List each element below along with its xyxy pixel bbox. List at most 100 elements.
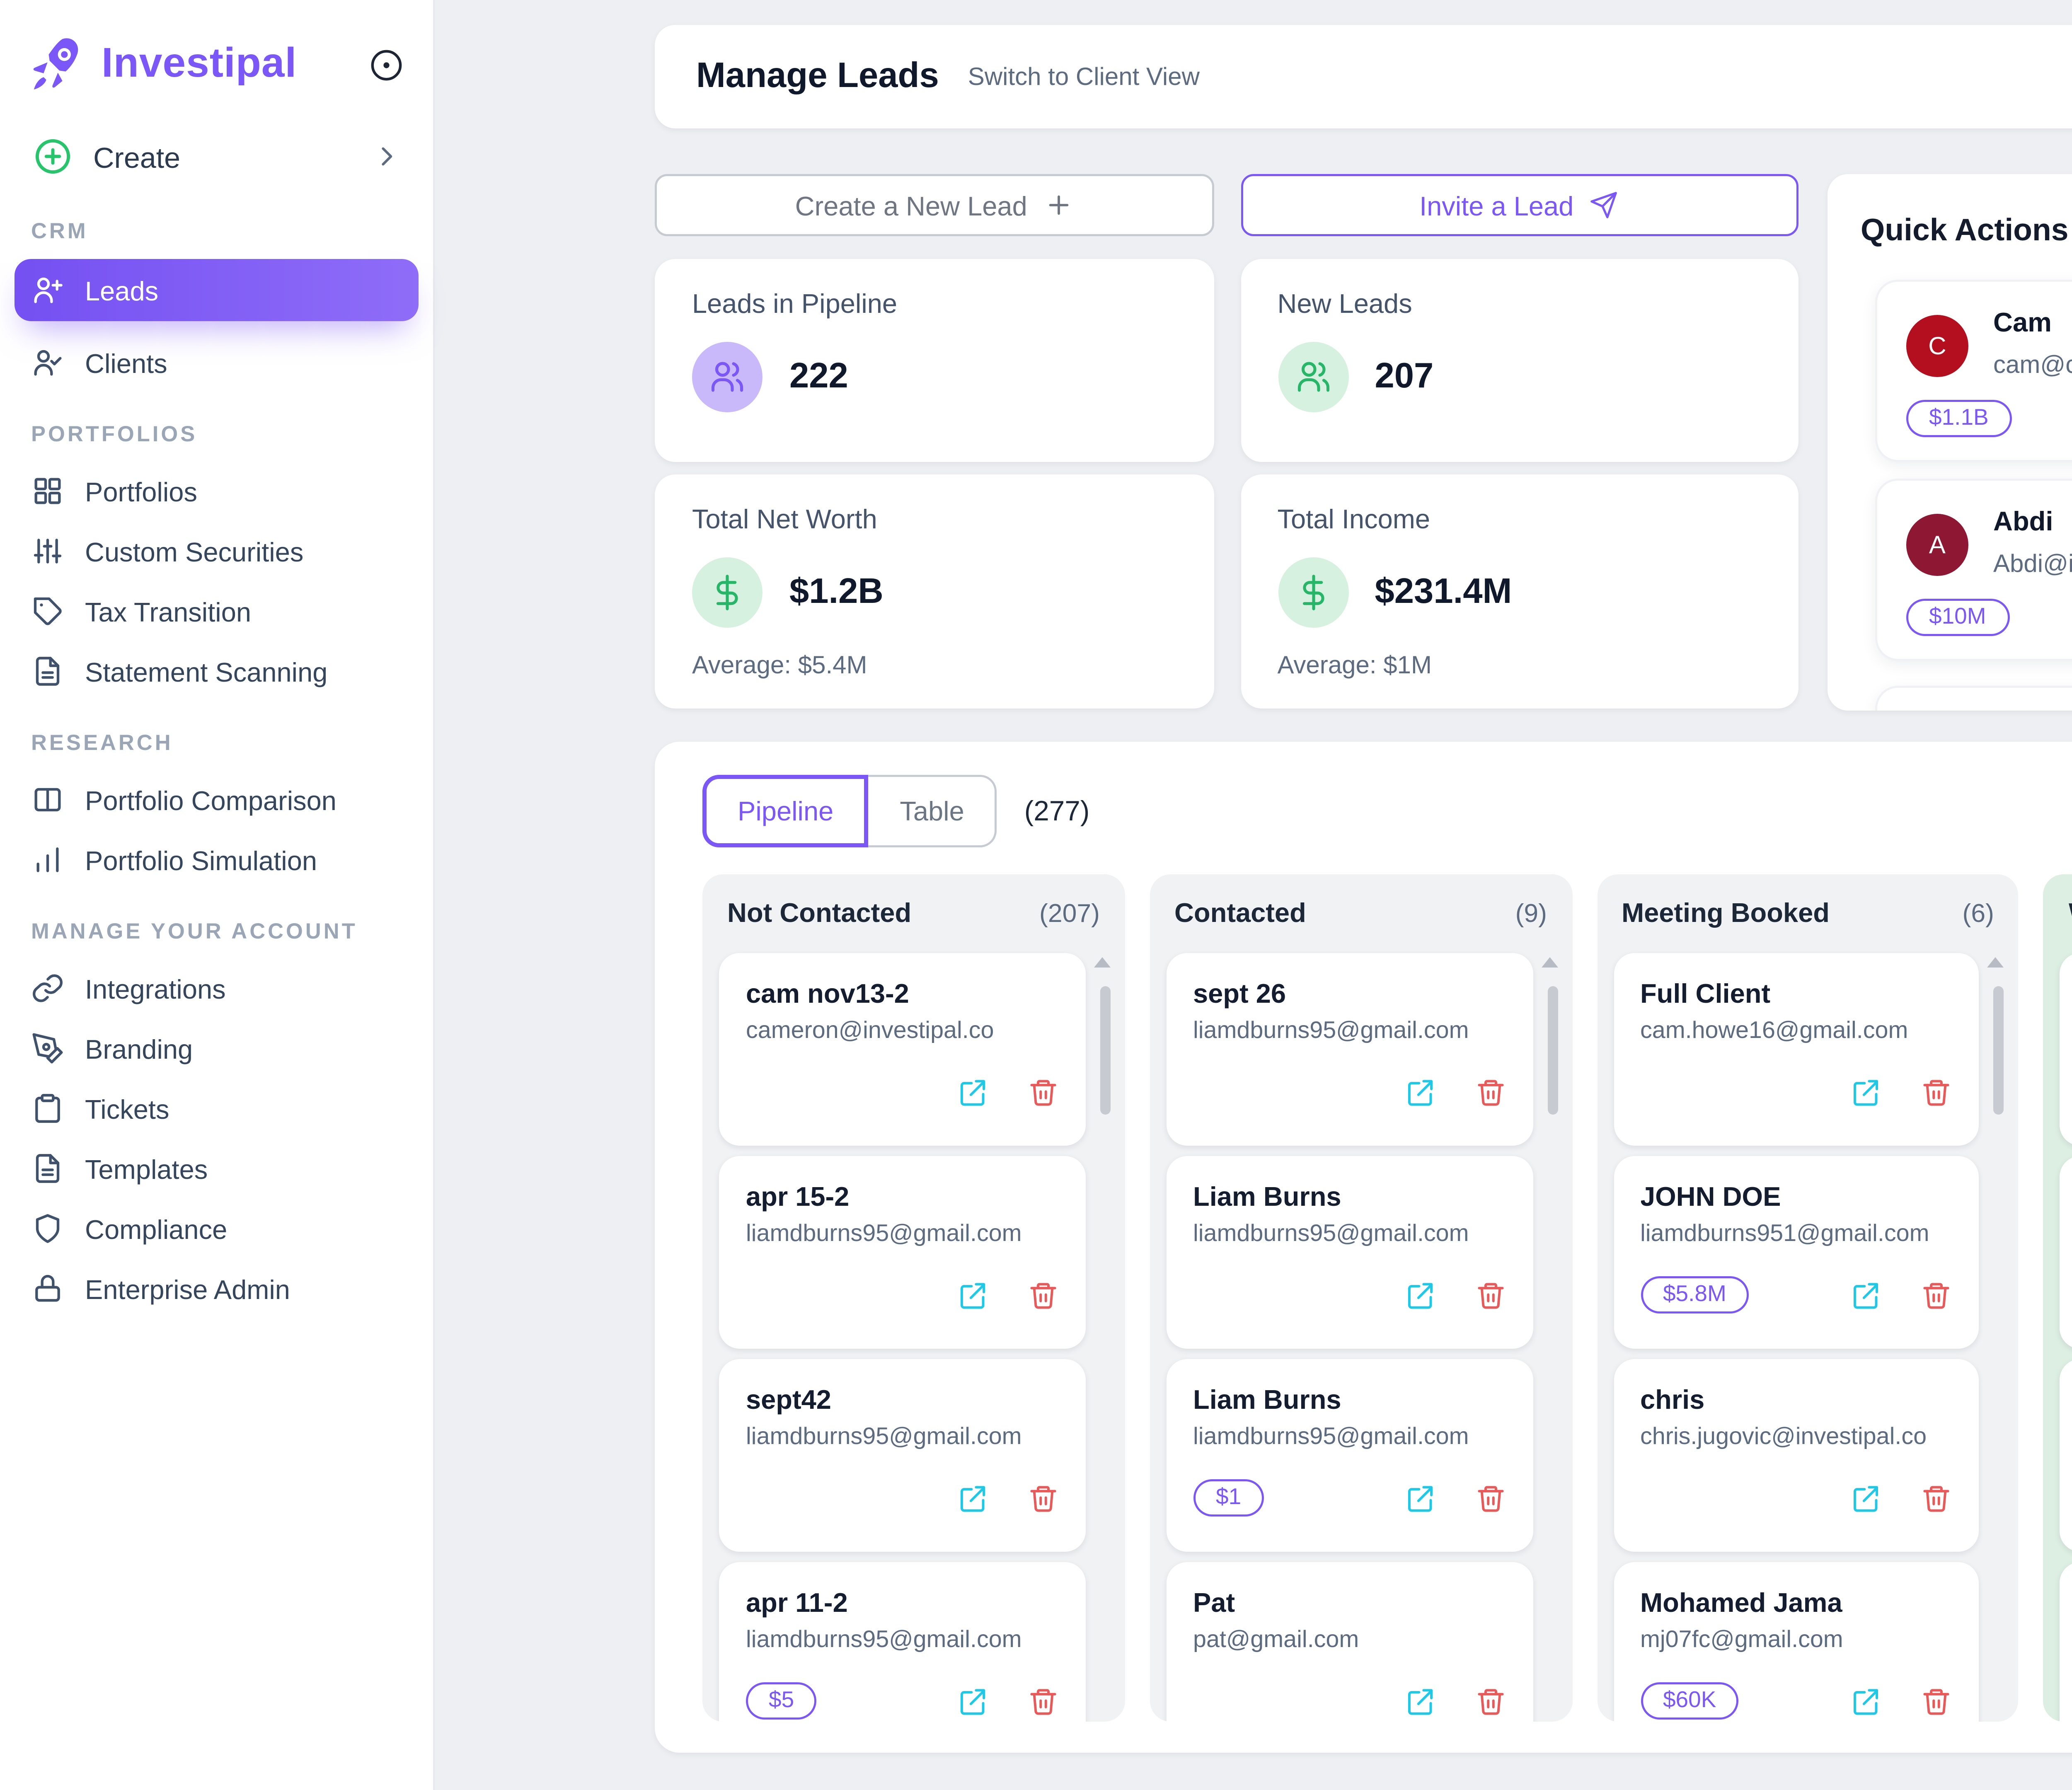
edit-lead-icon[interactable] [957, 1076, 988, 1108]
sidebar-item-leads[interactable]: Leads [15, 259, 419, 321]
lead-card[interactable]: sept 26 liamdburns95@gmail.com [1166, 953, 1532, 1146]
edit-lead-icon[interactable] [1404, 1076, 1435, 1108]
delete-lead-icon[interactable] [1027, 1686, 1058, 1717]
scroll-up-arrow-icon[interactable] [1540, 957, 1557, 968]
sidebar-item-statement-scanning[interactable]: Statement Scanning [15, 642, 419, 700]
lead-name: JOHN DOE [1640, 1181, 1781, 1212]
switch-to-client-view-link[interactable]: Switch to Client View [968, 62, 1200, 91]
delete-lead-icon[interactable] [1922, 1280, 1953, 1311]
lead-card[interactable]: Full Client cam.howe16@gmail.com [1613, 953, 1980, 1146]
grid-icon [31, 474, 64, 508]
pipeline-column-meeting-booked: Meeting Booked (6) Full Client cam.howe16@g… [1596, 874, 2019, 1722]
delete-lead-icon[interactable] [1922, 1483, 1953, 1514]
lead-card[interactable]: apr 11-2 liamdburns95@gmail.com $5 [719, 1562, 1085, 1722]
lead-card[interactable]: oct 20liamdburns95@gmail.com$2.6M [2060, 1359, 2072, 1552]
lead-card[interactable]: chris chris.jugovic@investipal.co [1613, 1359, 1980, 1552]
delete-lead-icon[interactable] [1474, 1483, 1506, 1514]
sidebar-item-label: Leads [85, 274, 159, 306]
create-new-lead-button[interactable]: Create a New Lead [655, 174, 1213, 236]
lead-name: sept42 [746, 1384, 832, 1415]
plus-icon [1048, 195, 1068, 215]
column-scrollbar[interactable] [1994, 986, 2004, 1115]
lead-card[interactable]: Mohamed Jama mj07fc@gmail.com $60K [1613, 1562, 1980, 1722]
delete-lead-icon[interactable] [1474, 1280, 1506, 1311]
lead-name: Full Client [1640, 978, 1771, 1009]
lead-value-badge: $1 [1193, 1479, 1264, 1517]
edit-lead-icon[interactable] [1851, 1280, 1882, 1311]
edit-lead-icon[interactable] [957, 1483, 988, 1514]
edit-lead-icon[interactable] [1851, 1076, 1882, 1108]
column-count: (6) [1962, 898, 1994, 927]
user-plus-icon [31, 273, 64, 307]
lead-email: liamdburns95@gmail.com [1193, 1019, 1469, 1044]
sidebar-item-compliance[interactable]: Compliance [15, 1200, 419, 1258]
quick-actions-title: Quick Actions [1861, 212, 2069, 248]
sidebar-item-portfolio-comparison[interactable]: Portfolio Comparison [15, 771, 419, 829]
lead-card[interactable]: sept42 liamdburns95@gmail.com [719, 1359, 1085, 1552]
lead-card[interactable]: Liam Burns liamdburns95@gmail.com $1 [1166, 1359, 1532, 1552]
sidebar-item-portfolio-simulation[interactable]: Portfolio Simulation [15, 831, 419, 889]
edit-lead-icon[interactable] [957, 1280, 988, 1311]
stats-section: Create a New Lead Invite a Lead Leads in… [655, 174, 1798, 709]
people-icon [692, 342, 762, 412]
sidebar-item-tax-transition[interactable]: Tax Transition [15, 582, 419, 640]
edit-lead-icon[interactable] [1404, 1483, 1435, 1514]
lead-card[interactable]: JOHN DOE liamdburns951@gmail.com $5.8M [1613, 1156, 1980, 1349]
column-scrollbar[interactable] [1099, 986, 1110, 1115]
plus-circle-icon [33, 137, 73, 176]
invite-lead-button[interactable]: Invite a Lead [1240, 174, 1798, 236]
sidebar-section-label: MANAGE YOUR ACCOUNT [31, 920, 358, 945]
lead-email: Abdi@investipal.co [1993, 549, 2072, 578]
delete-lead-icon[interactable] [1922, 1686, 1953, 1717]
lead-card[interactable]: sept4liamdburns95@gmail.com [2060, 953, 2072, 1146]
scroll-up-arrow-icon[interactable] [1093, 957, 1110, 968]
edit-lead-icon[interactable] [1851, 1483, 1882, 1514]
delete-lead-icon[interactable] [1922, 1076, 1953, 1108]
sidebar-item-tickets[interactable]: Tickets [15, 1079, 419, 1137]
lead-card[interactable]: apr 15-2 liamdburns95@gmail.com [719, 1156, 1085, 1349]
lead-card[interactable]: cam nov13-2 cameron@investipal.co [719, 953, 1085, 1146]
view-tab-table[interactable]: Table [869, 775, 997, 847]
delete-lead-icon[interactable] [1474, 1686, 1506, 1717]
lead-card[interactable]: Liam Burns liamdburns95@gmail.com [1166, 1156, 1532, 1349]
sidebar-item-portfolios[interactable]: Portfolios [15, 462, 419, 520]
sidebar-item-enterprise-admin[interactable]: Enterprise Admin [15, 1260, 419, 1318]
lead-email: liamdburns95@gmail.com [1193, 1425, 1469, 1450]
delete-lead-icon[interactable] [1027, 1280, 1058, 1311]
sidebar-item-create[interactable]: Create [21, 124, 412, 189]
sidebar-item-custom-securities[interactable]: Custom Securities [15, 522, 419, 580]
pipeline-column-won-client: Won Client(51)sept4liamdburns95@gmail.co… [2043, 874, 2072, 1722]
edit-lead-icon[interactable] [957, 1686, 988, 1717]
file-text-icon [31, 655, 64, 688]
column-scrollbar[interactable] [1547, 986, 1557, 1115]
scroll-up-arrow-icon[interactable] [1987, 957, 2004, 968]
sidebar-nav: CRM Leads Clients PORTFOLIOS Portfolios Custo… [0, 220, 433, 1318]
lead-card[interactable]: arp21-2liamdbunrs95@gmail.com [2060, 1156, 2072, 1349]
edit-lead-icon[interactable] [1851, 1686, 1882, 1717]
edit-lead-icon[interactable] [1404, 1280, 1435, 1311]
lead-value-badge: $5.8M [1640, 1276, 1749, 1313]
lead-card[interactable]: Pat pat@gmail.com [1166, 1562, 1532, 1722]
sidebar-item-clients[interactable]: Clients [15, 334, 419, 392]
delete-lead-icon[interactable] [1474, 1076, 1506, 1108]
lead-name: Cam [1993, 307, 2052, 338]
tag-icon [31, 595, 64, 628]
sidebar-item-label: Compliance [85, 1213, 228, 1244]
lead-value-badge: $5 [746, 1682, 817, 1720]
lock-icon [31, 1272, 64, 1305]
pipeline-column-contacted: Contacted (9) sept 26 liamdburns95@gmail.co… [1149, 874, 1572, 1722]
sidebar-item-templates[interactable]: Templates [15, 1139, 419, 1197]
delete-lead-icon[interactable] [1027, 1076, 1058, 1108]
sidebar-item-integrations[interactable]: Integrations [15, 959, 419, 1017]
view-tab-pipeline[interactable]: Pipeline [702, 775, 869, 847]
lead-email: mj07fc@gmail.com [1640, 1628, 1843, 1653]
delete-lead-icon[interactable] [1027, 1483, 1058, 1514]
sidebar-item-branding[interactable]: Branding [15, 1019, 419, 1077]
file-text-icon [31, 1152, 64, 1185]
edit-lead-icon[interactable] [1404, 1686, 1435, 1717]
sidebar-collapse-icon[interactable] [369, 47, 404, 82]
stat-card-new-leads: New Leads 207 [1240, 259, 1798, 462]
lead-card[interactable]: apr28 client 3liamdburns95@gmail.com [2060, 1562, 2072, 1722]
